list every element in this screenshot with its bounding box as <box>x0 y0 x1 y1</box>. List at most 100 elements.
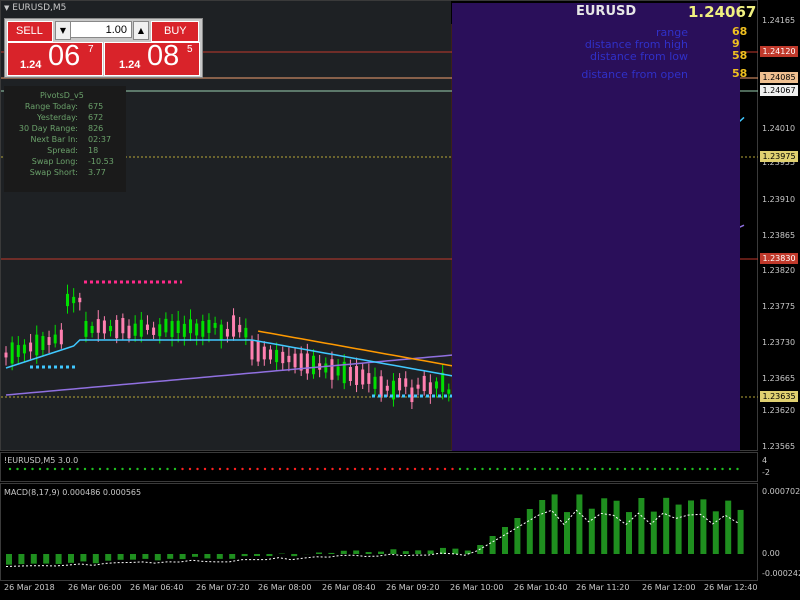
sell-price-button[interactable]: 1.24 06 7 <box>7 40 103 76</box>
pivots-row-label: 30 Day Range: <box>18 124 78 133</box>
candle-body <box>287 355 291 363</box>
signal-dot <box>503 467 507 471</box>
macd-bar <box>551 494 558 554</box>
buy-price-button[interactable]: 1.24 08 5 <box>104 40 200 76</box>
macd-bar <box>6 554 12 565</box>
info-price: 1.24067 <box>688 3 757 21</box>
signal-dot <box>83 467 87 471</box>
signal-dot <box>338 467 342 471</box>
info-row-label: distance from low <box>590 50 688 63</box>
macd-title: MACD(8,17,9) 0.000486 0.000565 <box>4 488 142 497</box>
candle-body <box>435 381 438 389</box>
candle-body <box>219 324 223 341</box>
candle-body <box>16 345 20 357</box>
signal-dot <box>511 467 514 471</box>
signal-dot <box>91 467 94 471</box>
signal-dot <box>706 467 709 471</box>
signal-dot <box>721 467 724 471</box>
macd-pane[interactable] <box>0 483 758 581</box>
sell-label: SELL <box>16 25 43 37</box>
signal-dot <box>541 467 544 471</box>
indicator-pane[interactable] <box>0 452 758 482</box>
info-row-label: range <box>656 26 688 39</box>
candle-body <box>238 324 242 333</box>
candle-body <box>225 328 229 337</box>
main-chart-pane[interactable] <box>0 0 758 451</box>
macd-bar <box>353 550 360 554</box>
candle-body <box>72 296 76 304</box>
macd-bar <box>390 549 397 554</box>
macd-bar <box>613 500 620 554</box>
price-axis-label: 1.23665 <box>762 374 796 383</box>
signal-dot <box>466 467 469 471</box>
lot-size-input[interactable]: 1.00 <box>70 21 132 38</box>
macd-bar <box>675 504 682 554</box>
signal-dot <box>271 467 274 471</box>
signal-dot <box>98 467 102 471</box>
price-axis-label: 1.24165 <box>762 16 796 25</box>
macd-bar <box>142 554 149 559</box>
buy-price-sup: 5 <box>187 44 193 55</box>
price-axis-label: 1.23730 <box>762 338 796 347</box>
signal-dot <box>121 467 124 471</box>
time-axis-label: 26 Mar 07:20 <box>196 583 250 592</box>
signal-dot <box>31 467 34 471</box>
macd-bar <box>328 552 335 554</box>
pivots-row-label: Spread: <box>47 146 78 155</box>
sell-button[interactable]: SELL <box>7 21 53 42</box>
price-axis-label: 1.23775 <box>762 302 796 311</box>
signal-dot <box>128 467 132 471</box>
macd-bar <box>737 509 744 554</box>
macd-bar <box>402 551 409 554</box>
signal-dot <box>428 467 432 471</box>
candle-body <box>305 353 309 374</box>
candle-body <box>152 327 156 335</box>
lot-increase-button[interactable]: ▲ <box>133 21 149 40</box>
signal-dot <box>571 467 574 471</box>
signal-dot <box>331 467 334 471</box>
macd-bar <box>378 551 384 554</box>
candle-body <box>232 315 236 337</box>
signal-dot <box>181 467 184 471</box>
buy-button[interactable]: BUY <box>151 21 199 42</box>
macd-bar <box>216 554 223 559</box>
macd-bar <box>92 554 99 564</box>
signal-dot <box>301 467 304 471</box>
candle-body <box>121 318 125 334</box>
macd-bar <box>564 512 570 554</box>
info-row-label: distance from open <box>581 68 688 81</box>
signal-dot <box>518 467 522 471</box>
price-tag: 1.23975 <box>760 151 798 162</box>
signal-dot <box>713 467 717 471</box>
signal-dot <box>151 467 154 471</box>
candle-body <box>416 384 420 389</box>
macd-bar <box>576 494 583 554</box>
macd-axis-zero: 0.00 <box>762 549 780 558</box>
signal-dot <box>158 467 162 471</box>
signal-dot <box>646 467 649 471</box>
macd-bar <box>712 511 719 554</box>
macd-bar <box>427 550 434 554</box>
signal-dot <box>406 467 409 471</box>
buy-label: BUY <box>164 25 187 37</box>
signal-dot <box>601 467 604 471</box>
candle-body <box>41 336 45 350</box>
candle-body <box>250 340 254 360</box>
candle-body <box>201 321 205 337</box>
macd-bar <box>700 499 707 554</box>
price-axis-label: 1.24010 <box>762 124 796 133</box>
candle-body <box>145 324 149 330</box>
lot-decrease-button[interactable]: ▼ <box>55 21 71 40</box>
signal-dot <box>608 467 612 471</box>
chevron-up-icon: ▲ <box>137 26 145 35</box>
chart-symbol-title: ▼ EURUSD,M5 <box>4 3 66 13</box>
macd-bar <box>204 554 211 559</box>
signal-dot <box>166 467 169 471</box>
signal-dot <box>526 467 529 471</box>
signal-dot <box>691 467 694 471</box>
macd-bar <box>440 547 446 554</box>
signal-dot <box>488 467 492 471</box>
signal-dot <box>323 467 327 471</box>
candle-body <box>158 324 162 337</box>
macd-bar <box>489 536 496 554</box>
